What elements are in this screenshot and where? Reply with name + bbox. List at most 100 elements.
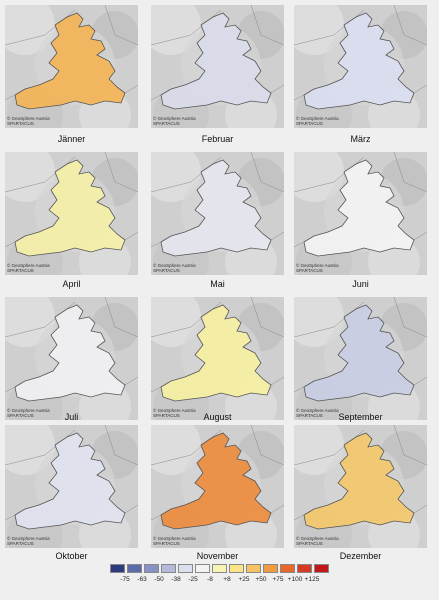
month-label: Oktober [55, 551, 88, 561]
credit-line: © GeoSphere Austria [7, 116, 50, 121]
legend-tick-label: -8 [207, 576, 213, 583]
credit-line: © GeoSphere Austria [296, 263, 339, 268]
month-label: September [338, 412, 383, 422]
credit-line: SPARTACUS [296, 268, 323, 273]
map-svg [294, 152, 427, 275]
legend-swatch [110, 564, 125, 573]
map-credit: © GeoSphere Austria SPARTACUS [7, 536, 50, 546]
credit-line: SPARTACUS [153, 413, 180, 418]
map-panel: © GeoSphere Austria SPARTACUS [294, 425, 427, 548]
map-svg [294, 297, 427, 420]
border-lines [5, 425, 138, 521]
month-label: Juli [64, 412, 79, 422]
legend-swatches [110, 564, 332, 573]
salzburg-region [303, 159, 415, 257]
map-svg [5, 425, 138, 548]
month-label: November [196, 551, 239, 561]
border-lines [294, 5, 427, 101]
color-legend: -75 -63 -50 -38 -25 -8 +8 +25 +50 +75 +100 +125 [110, 564, 332, 594]
border-lines [151, 425, 284, 521]
legend-tick-label: -63 [137, 576, 147, 583]
legend-tick-label: -75 [120, 576, 130, 583]
legend-swatch [161, 564, 176, 573]
map-svg [5, 5, 138, 128]
map-svg [5, 297, 138, 420]
legend-swatch [144, 564, 159, 573]
credit-line: SPARTACUS [153, 121, 180, 126]
credit-line: SPARTACUS [296, 541, 323, 546]
map-credit: © GeoSphere Austria SPARTACUS [7, 408, 50, 418]
month-label: Jänner [57, 134, 86, 144]
border-lines [151, 5, 284, 101]
map-panel: © GeoSphere Austria SPARTACUS [294, 152, 427, 275]
map-credit: © GeoSphere Austria SPARTACUS [7, 116, 50, 126]
credit-line: SPARTACUS [7, 268, 34, 273]
credit-line: © GeoSphere Austria [153, 116, 196, 121]
legend-swatch [212, 564, 227, 573]
credit-line: SPARTACUS [153, 541, 180, 546]
legend-swatch [127, 564, 142, 573]
legend-swatch [297, 564, 312, 573]
border-lines [151, 152, 284, 248]
credit-line: SPARTACUS [296, 121, 323, 126]
credit-line: © GeoSphere Austria [296, 536, 339, 541]
map-panel: © GeoSphere Austria SPARTACUS [151, 297, 284, 420]
legend-tick-label: +100 [287, 576, 303, 583]
credit-line: SPARTACUS [153, 268, 180, 273]
map-svg [294, 5, 427, 128]
border-lines [5, 152, 138, 248]
credit-line: © GeoSphere Austria [7, 263, 50, 268]
border-lines [5, 5, 138, 101]
map-panel: © GeoSphere Austria SPARTACUS [151, 152, 284, 275]
salzburg-region [14, 159, 126, 257]
map-panel: © GeoSphere Austria SPARTACUS [5, 152, 138, 275]
legend-tick-label: +8 [223, 576, 231, 583]
month-label: Mai [210, 279, 225, 289]
legend-tick-label: +75 [272, 576, 284, 583]
map-credit: © GeoSphere Austria SPARTACUS [153, 263, 196, 273]
credit-line: © GeoSphere Austria [153, 263, 196, 268]
month-label: April [62, 279, 81, 289]
map-panel: © GeoSphere Austria SPARTACUS [5, 5, 138, 128]
border-lines [5, 297, 138, 393]
map-svg [151, 425, 284, 548]
salzburg-region [14, 12, 126, 110]
legend-tick-label: +25 [238, 576, 250, 583]
month-label: August [203, 412, 232, 422]
credit-line: © GeoSphere Austria [153, 536, 196, 541]
credit-line: SPARTACUS [7, 121, 34, 126]
salzburg-region [160, 432, 272, 530]
map-panel: © GeoSphere Austria SPARTACUS [151, 5, 284, 128]
map-credit: © GeoSphere Austria SPARTACUS [153, 116, 196, 126]
month-label: Dezember [339, 551, 382, 561]
map-credit: © GeoSphere Austria SPARTACUS [153, 536, 196, 546]
map-panel: © GeoSphere Austria SPARTACUS [294, 5, 427, 128]
border-lines [151, 297, 284, 393]
map-panel: © GeoSphere Austria SPARTACUS [5, 297, 138, 420]
border-lines [294, 152, 427, 248]
legend-tick-label: -38 [171, 576, 181, 583]
credit-line: SPARTACUS [7, 413, 34, 418]
credit-line: © GeoSphere Austria [7, 408, 50, 413]
legend-tick-label: +125 [304, 576, 320, 583]
credit-line: © GeoSphere Austria [153, 408, 196, 413]
map-credit: © GeoSphere Austria SPARTACUS [296, 116, 339, 126]
month-label: Juni [352, 279, 369, 289]
salzburg-region [303, 432, 415, 530]
map-panel: © GeoSphere Austria SPARTACUS [294, 297, 427, 420]
map-panel: © GeoSphere Austria SPARTACUS [5, 425, 138, 548]
credit-line: © GeoSphere Austria [7, 536, 50, 541]
month-label: Februar [201, 134, 234, 144]
map-svg [151, 152, 284, 275]
credit-line: © GeoSphere Austria [296, 408, 339, 413]
credit-line: © GeoSphere Austria [296, 116, 339, 121]
map-svg [151, 5, 284, 128]
map-svg [5, 152, 138, 275]
map-panel: © GeoSphere Austria SPARTACUS [151, 425, 284, 548]
legend-swatch [178, 564, 193, 573]
border-lines [294, 297, 427, 393]
legend-tick-label: -25 [188, 576, 198, 583]
map-credit: © GeoSphere Austria SPARTACUS [153, 408, 196, 418]
map-credit: © GeoSphere Austria SPARTACUS [296, 536, 339, 546]
salzburg-region [160, 304, 272, 402]
